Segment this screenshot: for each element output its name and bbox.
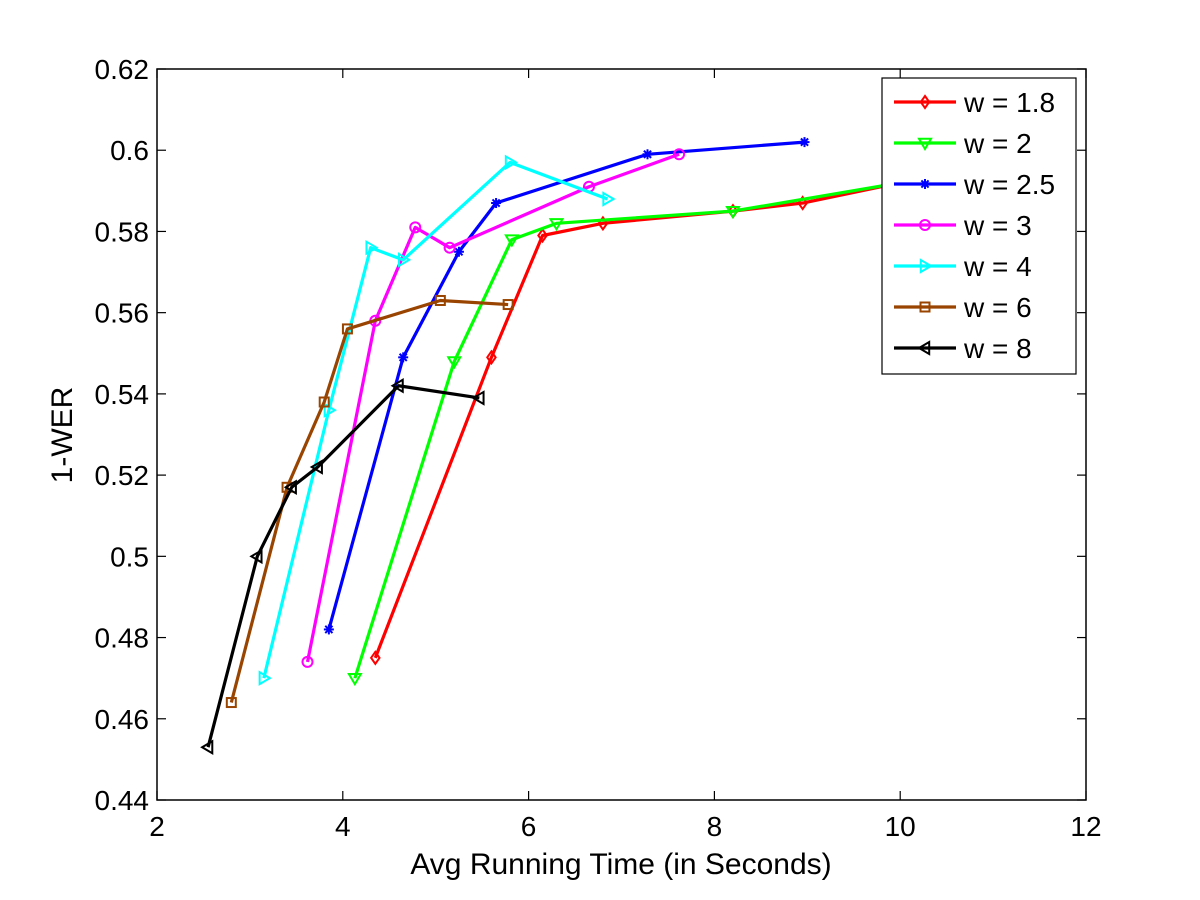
legend-label: w = 1.8 <box>963 87 1055 118</box>
y-tick-label: 0.6 <box>110 135 149 166</box>
legend-label: w = 8 <box>963 333 1032 364</box>
data-point <box>919 94 931 110</box>
legend-label: w = 6 <box>963 292 1032 323</box>
data-point <box>602 191 616 207</box>
legend: w = 1.8 w = 2 w = 2.5 w = 3 w = 4 w = 6 w = 8 <box>881 77 1077 375</box>
x-tick-label: 2 <box>149 811 165 842</box>
data-point <box>283 479 297 496</box>
series-line <box>353 181 901 679</box>
data-point <box>309 459 323 475</box>
legend-item: w = 2 <box>894 128 1032 159</box>
data-point <box>323 402 337 418</box>
data-point <box>917 340 931 356</box>
data-point <box>548 218 565 232</box>
data-point <box>504 234 520 248</box>
data-point <box>365 239 379 256</box>
data-point <box>369 650 381 666</box>
data-point <box>409 221 422 234</box>
y-tick-label: 0.54 <box>95 379 150 410</box>
y-tick-label: 0.62 <box>95 54 150 85</box>
series-7 <box>200 378 485 755</box>
series-line <box>305 152 680 663</box>
legend-item: w = 4 <box>894 251 1032 282</box>
series-5 <box>258 154 616 686</box>
x-tick-label: 8 <box>707 811 723 842</box>
x-tick-label: 10 <box>885 811 916 842</box>
legend-item: w = 3 <box>894 210 1032 241</box>
y-tick-label: 0.52 <box>95 460 150 491</box>
x-axis-label: Avg Running Time (in Seconds) <box>410 848 831 881</box>
data-point <box>318 396 330 408</box>
data-point <box>341 323 353 335</box>
data-point <box>390 378 404 394</box>
y-tick-label: 0.56 <box>95 298 150 329</box>
data-point <box>537 227 548 244</box>
legend-item: w = 8 <box>894 333 1032 364</box>
y-axis-label: 1-WER <box>46 387 79 484</box>
legend-item: w = 6 <box>894 292 1032 323</box>
legend-label: w = 2 <box>963 128 1032 159</box>
data-point <box>486 349 497 366</box>
data-point <box>200 739 214 755</box>
data-point <box>725 205 741 220</box>
x-tick-label: 4 <box>335 811 351 842</box>
y-tick-label: 0.48 <box>95 623 150 654</box>
data-point <box>917 137 933 151</box>
data-point <box>799 137 810 148</box>
data-point <box>502 299 514 311</box>
data-point <box>504 154 518 171</box>
series-line <box>229 298 509 703</box>
y-tick-label: 0.5 <box>110 541 149 572</box>
data-point <box>397 252 412 268</box>
series-line <box>206 384 480 748</box>
data-point <box>347 672 363 687</box>
legend-label: w = 3 <box>963 210 1032 241</box>
data-point <box>443 241 456 254</box>
series-layer <box>200 137 908 755</box>
legend-label: w = 4 <box>963 251 1032 282</box>
data-point <box>642 149 653 160</box>
y-tick-label: 0.58 <box>95 216 150 247</box>
y-tick-label: 0.44 <box>95 785 150 816</box>
y-axis-ticks: 0.44 0.46 0.48 0.5 0.52 0.54 0.56 0.58 0.6 0.62 <box>95 54 1086 816</box>
data-point <box>434 294 446 306</box>
legend-item: w = 2.5 <box>894 169 1055 200</box>
legend-item: w = 1.8 <box>894 87 1055 118</box>
data-point <box>446 356 463 370</box>
data-point <box>919 219 931 231</box>
data-point <box>301 655 314 668</box>
series-line <box>373 181 901 659</box>
y-tick-label: 0.46 <box>95 704 150 735</box>
series-line <box>262 160 609 679</box>
data-point <box>453 246 464 257</box>
x-tick-label: 6 <box>521 811 537 842</box>
data-point <box>398 352 409 363</box>
data-point <box>323 624 334 635</box>
data-point <box>258 670 272 686</box>
data-point <box>919 258 933 274</box>
data-point <box>491 198 502 209</box>
data-point <box>920 179 930 189</box>
data-point <box>673 148 686 161</box>
x-axis-ticks: 2 4 6 8 10 12 <box>149 69 1102 842</box>
data-point <box>249 548 263 565</box>
data-point <box>919 301 931 313</box>
data-point <box>225 697 237 709</box>
x-tick-label: 12 <box>1070 811 1101 842</box>
data-point <box>471 390 485 406</box>
legend-label: w = 2.5 <box>963 169 1055 200</box>
